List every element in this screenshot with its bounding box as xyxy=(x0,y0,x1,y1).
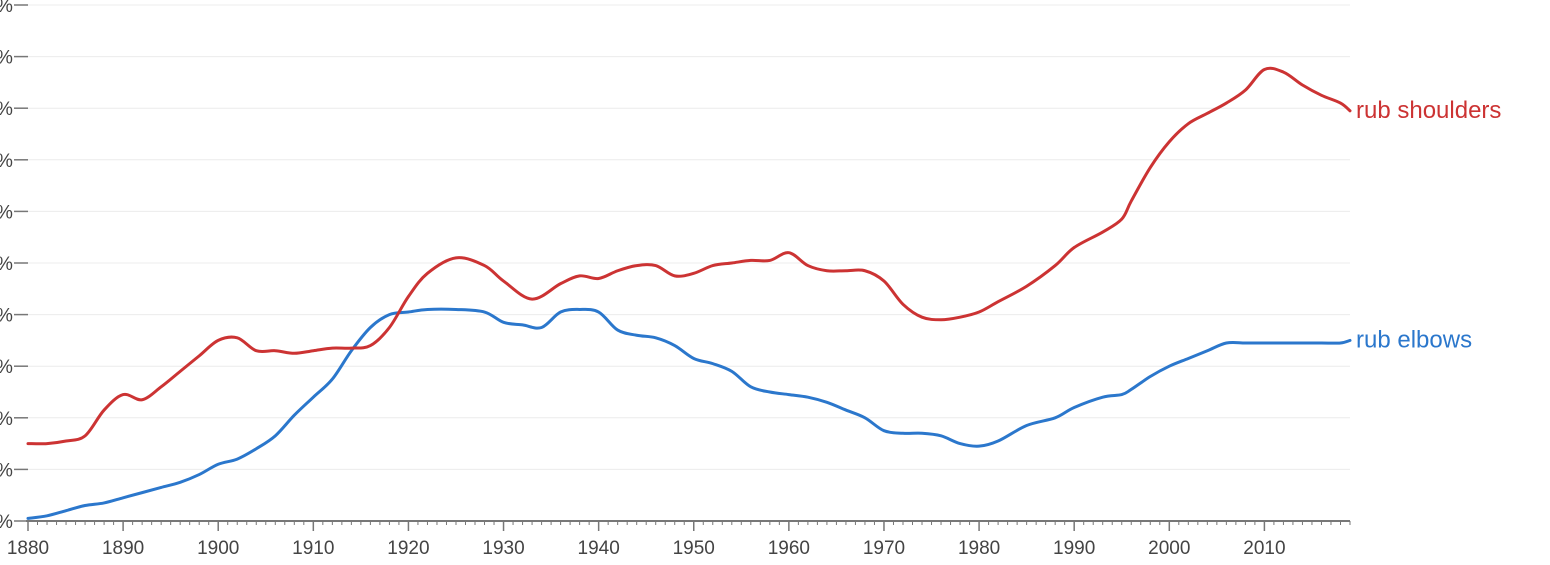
grid-lines xyxy=(28,4,1350,470)
y-tick-label: % xyxy=(0,357,13,378)
series-line-rub-shoulders[interactable] xyxy=(26,66,1352,446)
x-tick-label: 1880 xyxy=(7,538,49,559)
series-labels: rub shoulders rub elbows xyxy=(1356,97,1501,354)
y-tick-label: % xyxy=(0,99,13,120)
y-tick-label: % xyxy=(0,151,13,172)
series-line-rub-elbows[interactable] xyxy=(26,307,1352,520)
x-tick-label: 1950 xyxy=(673,538,715,559)
x-tick-label: 1990 xyxy=(1053,538,1095,559)
series-label-rub-elbows[interactable]: rub elbows xyxy=(1356,327,1472,354)
x-tick-label: 1890 xyxy=(102,538,144,559)
x-tick-label: 2010 xyxy=(1243,538,1285,559)
x-tick-label: 1960 xyxy=(768,538,810,559)
x-tick-label: 1930 xyxy=(482,538,524,559)
y-tick-label: % xyxy=(0,48,13,69)
y-tick-label: % xyxy=(0,254,13,275)
series-label-rub-shoulders[interactable]: rub shoulders xyxy=(1356,97,1501,124)
y-tick-label: % xyxy=(0,202,13,223)
x-tick-label: 1920 xyxy=(387,538,429,559)
x-tick-label: 1900 xyxy=(197,538,239,559)
x-tick-label: 1910 xyxy=(292,538,334,559)
x-tick-label: 1940 xyxy=(578,538,620,559)
y-tick-label: % xyxy=(0,409,13,430)
y-tick-label: % xyxy=(0,460,13,481)
x-tick-label: 1980 xyxy=(958,538,1000,559)
x-tick-label: 1970 xyxy=(863,538,905,559)
axes: %%%%%%%%%%% 1880 1890 1900 1910 1920 1930 1940 1… xyxy=(0,0,1351,559)
y-tick-label: % xyxy=(0,512,13,533)
y-tick-label: % xyxy=(0,306,13,327)
y-tick-label: % xyxy=(0,0,13,17)
series-lines xyxy=(26,66,1352,520)
x-tick-label: 2000 xyxy=(1148,538,1190,559)
